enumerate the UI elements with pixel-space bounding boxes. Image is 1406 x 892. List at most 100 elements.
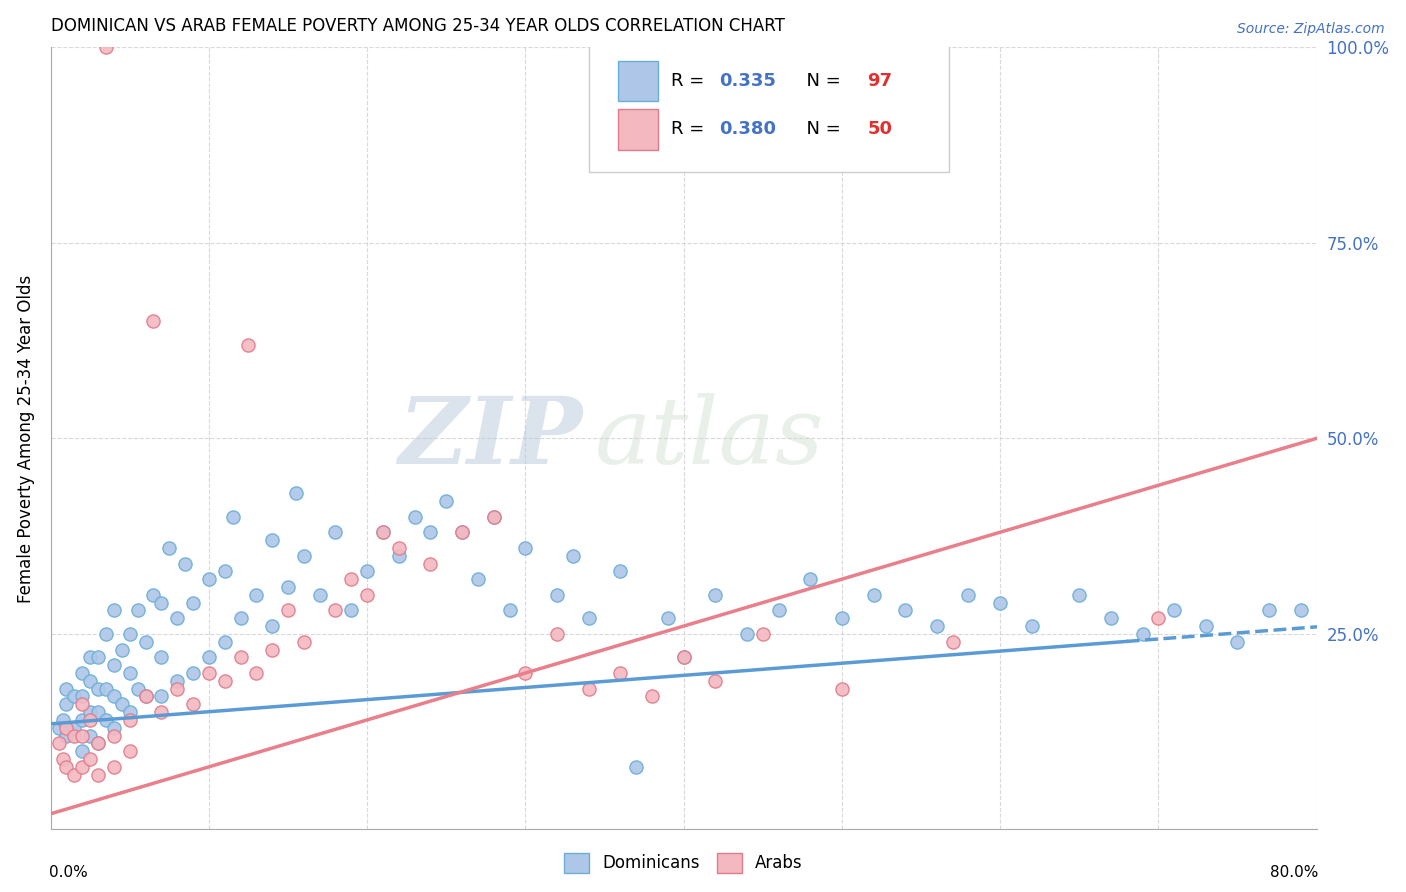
Point <box>325 525 347 540</box>
Point <box>72 744 94 758</box>
Point <box>135 634 157 648</box>
Point <box>198 650 221 665</box>
Point <box>768 603 790 617</box>
Point <box>704 588 727 602</box>
Point <box>48 721 70 735</box>
Point <box>214 634 236 648</box>
Point <box>262 533 284 547</box>
Point <box>127 603 149 617</box>
Point <box>799 572 821 586</box>
Text: R =: R = <box>671 120 710 138</box>
Legend: Dominicans, Arabs: Dominicans, Arabs <box>558 847 810 880</box>
Point <box>356 588 378 602</box>
Point <box>55 760 77 774</box>
Point <box>103 721 125 735</box>
Point <box>229 611 252 625</box>
Point <box>118 713 141 727</box>
Point <box>735 627 758 641</box>
Point <box>94 627 117 641</box>
Point <box>988 596 1011 610</box>
Point <box>103 603 125 617</box>
Point <box>1226 634 1249 648</box>
Point <box>957 588 980 602</box>
Point <box>72 690 94 704</box>
Point <box>118 665 141 680</box>
Text: N =: N = <box>794 120 846 138</box>
Point <box>515 665 537 680</box>
Point <box>751 627 773 641</box>
Point <box>118 705 141 719</box>
Point <box>87 705 110 719</box>
FancyBboxPatch shape <box>589 44 949 172</box>
Point <box>245 665 267 680</box>
Point <box>292 549 315 563</box>
Point <box>894 603 917 617</box>
Point <box>135 690 157 704</box>
Point <box>87 767 110 781</box>
Point <box>103 658 125 673</box>
Point <box>166 681 188 696</box>
Point <box>142 314 165 328</box>
Point <box>325 603 347 617</box>
Text: atlas: atlas <box>595 393 824 483</box>
Point <box>166 611 188 625</box>
Text: 80.0%: 80.0% <box>1270 864 1317 880</box>
Point <box>87 650 110 665</box>
Point <box>419 557 441 571</box>
Point <box>942 634 965 648</box>
Point <box>198 665 221 680</box>
Point <box>609 665 631 680</box>
Point <box>451 525 474 540</box>
Point <box>388 541 411 555</box>
Point <box>52 713 75 727</box>
Point <box>214 565 236 579</box>
Point <box>63 729 86 743</box>
Point <box>238 337 260 351</box>
Point <box>103 690 125 704</box>
Point <box>561 549 583 563</box>
Point <box>277 603 299 617</box>
Point <box>127 681 149 696</box>
Point <box>831 611 853 625</box>
Point <box>672 650 695 665</box>
Point <box>245 588 267 602</box>
Point <box>277 580 299 594</box>
Point <box>63 721 86 735</box>
Point <box>55 729 77 743</box>
Point <box>55 698 77 712</box>
Point <box>111 642 134 657</box>
Point <box>1289 603 1312 617</box>
Text: N =: N = <box>794 72 846 90</box>
Point <box>87 736 110 750</box>
Point <box>1147 611 1170 625</box>
Point <box>72 698 94 712</box>
Point <box>1099 611 1122 625</box>
Text: Source: ZipAtlas.com: Source: ZipAtlas.com <box>1237 22 1385 37</box>
Text: 0.335: 0.335 <box>718 72 776 90</box>
Point <box>118 627 141 641</box>
Point <box>181 698 204 712</box>
Point <box>135 690 157 704</box>
Point <box>1258 603 1281 617</box>
Point <box>94 40 117 54</box>
Point <box>79 729 101 743</box>
Point <box>181 596 204 610</box>
Point <box>388 549 411 563</box>
Text: ZIP: ZIP <box>398 393 582 483</box>
Point <box>181 665 204 680</box>
Point <box>419 525 441 540</box>
Point <box>63 767 86 781</box>
Point <box>434 494 457 508</box>
FancyBboxPatch shape <box>617 61 658 102</box>
Point <box>578 611 600 625</box>
Point <box>87 681 110 696</box>
Point <box>451 525 474 540</box>
Point <box>48 736 70 750</box>
Point <box>1163 603 1185 617</box>
Point <box>704 673 727 688</box>
Point <box>292 634 315 648</box>
Point <box>150 596 173 610</box>
Point <box>79 650 101 665</box>
Point <box>79 705 101 719</box>
Point <box>862 588 884 602</box>
